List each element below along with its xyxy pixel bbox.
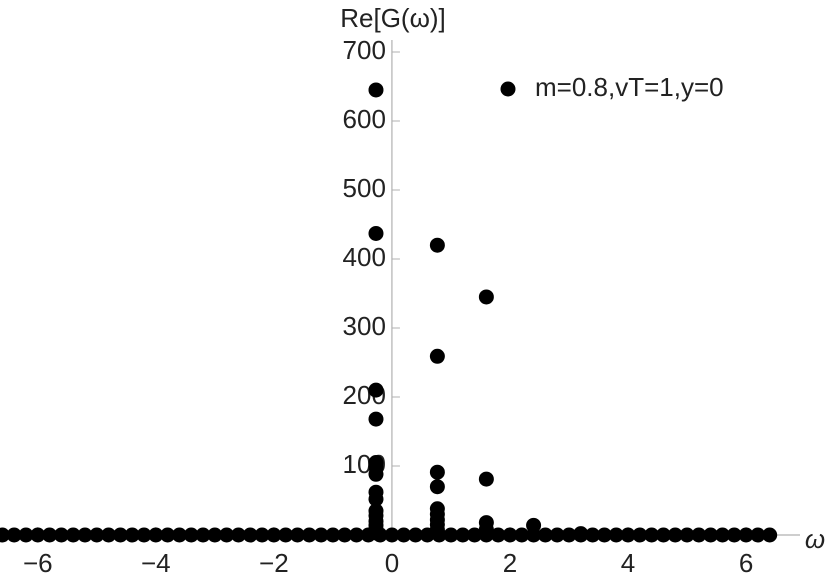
point xyxy=(750,527,766,543)
point xyxy=(596,527,612,543)
point xyxy=(443,527,459,543)
legend-label: m=0.8,vT=1,y=0 xyxy=(535,72,724,102)
point xyxy=(42,527,58,543)
point xyxy=(549,527,565,543)
point xyxy=(478,521,494,537)
point xyxy=(467,527,483,543)
legend-marker xyxy=(500,81,516,97)
point xyxy=(136,527,152,543)
point xyxy=(585,527,601,543)
point xyxy=(644,527,660,543)
y-tick-label: 500 xyxy=(343,173,386,203)
y-tick-label: 300 xyxy=(343,311,386,341)
point xyxy=(429,348,445,364)
point xyxy=(679,527,695,543)
point xyxy=(408,527,424,543)
point xyxy=(171,527,187,543)
point xyxy=(429,525,445,541)
x-tick-label: −6 xyxy=(23,548,53,578)
point xyxy=(112,527,128,543)
point xyxy=(429,237,445,253)
point xyxy=(278,527,294,543)
point xyxy=(691,527,707,543)
point xyxy=(124,527,140,543)
y-tick-label: 600 xyxy=(343,104,386,134)
point xyxy=(608,527,624,543)
y-axis-label: Re[G(ω)] xyxy=(340,3,446,33)
point xyxy=(514,527,530,543)
x-tick-label: −2 xyxy=(259,548,289,578)
point xyxy=(195,527,211,543)
point xyxy=(368,225,384,241)
point xyxy=(537,527,553,543)
point xyxy=(384,527,400,543)
point xyxy=(325,527,341,543)
point xyxy=(502,527,518,543)
point xyxy=(573,526,589,542)
point xyxy=(53,527,69,543)
x-tick-label: 4 xyxy=(621,548,635,578)
x-tick-label: 2 xyxy=(503,548,517,578)
point xyxy=(490,527,506,543)
point xyxy=(183,527,199,543)
point xyxy=(242,527,258,543)
point xyxy=(620,527,636,543)
point xyxy=(289,527,305,543)
point xyxy=(368,382,384,398)
y-tick-label: 700 xyxy=(343,35,386,65)
point xyxy=(368,82,384,98)
point xyxy=(77,527,93,543)
point xyxy=(313,527,329,543)
point xyxy=(368,466,384,482)
point xyxy=(455,527,471,543)
point xyxy=(266,527,282,543)
point xyxy=(655,527,671,543)
point xyxy=(762,527,778,543)
point xyxy=(207,527,223,543)
point xyxy=(230,527,246,543)
point xyxy=(429,479,445,495)
point xyxy=(148,527,164,543)
point xyxy=(703,527,719,543)
point xyxy=(301,527,317,543)
point xyxy=(101,527,117,543)
point xyxy=(396,527,412,543)
point xyxy=(726,527,742,543)
point xyxy=(667,527,683,543)
point xyxy=(89,527,105,543)
point xyxy=(337,527,353,543)
x-axis-label: ω xyxy=(805,524,825,554)
point xyxy=(30,527,46,543)
point xyxy=(632,527,648,543)
point xyxy=(0,527,10,543)
point xyxy=(219,527,235,543)
point xyxy=(561,527,577,543)
point xyxy=(368,525,384,541)
point xyxy=(738,527,754,543)
point xyxy=(714,527,730,543)
point xyxy=(254,527,270,543)
point xyxy=(18,527,34,543)
point xyxy=(368,411,384,427)
point xyxy=(368,491,384,507)
point xyxy=(429,464,445,480)
x-tick-label: 0 xyxy=(385,548,399,578)
x-tick-label: 6 xyxy=(739,548,753,578)
point xyxy=(478,471,494,487)
point xyxy=(6,527,22,543)
point xyxy=(349,527,365,543)
y-tick-label: 400 xyxy=(343,242,386,272)
point xyxy=(526,517,542,533)
x-tick-label: −4 xyxy=(141,548,171,578)
point xyxy=(65,527,81,543)
point xyxy=(160,527,176,543)
point xyxy=(478,289,494,305)
